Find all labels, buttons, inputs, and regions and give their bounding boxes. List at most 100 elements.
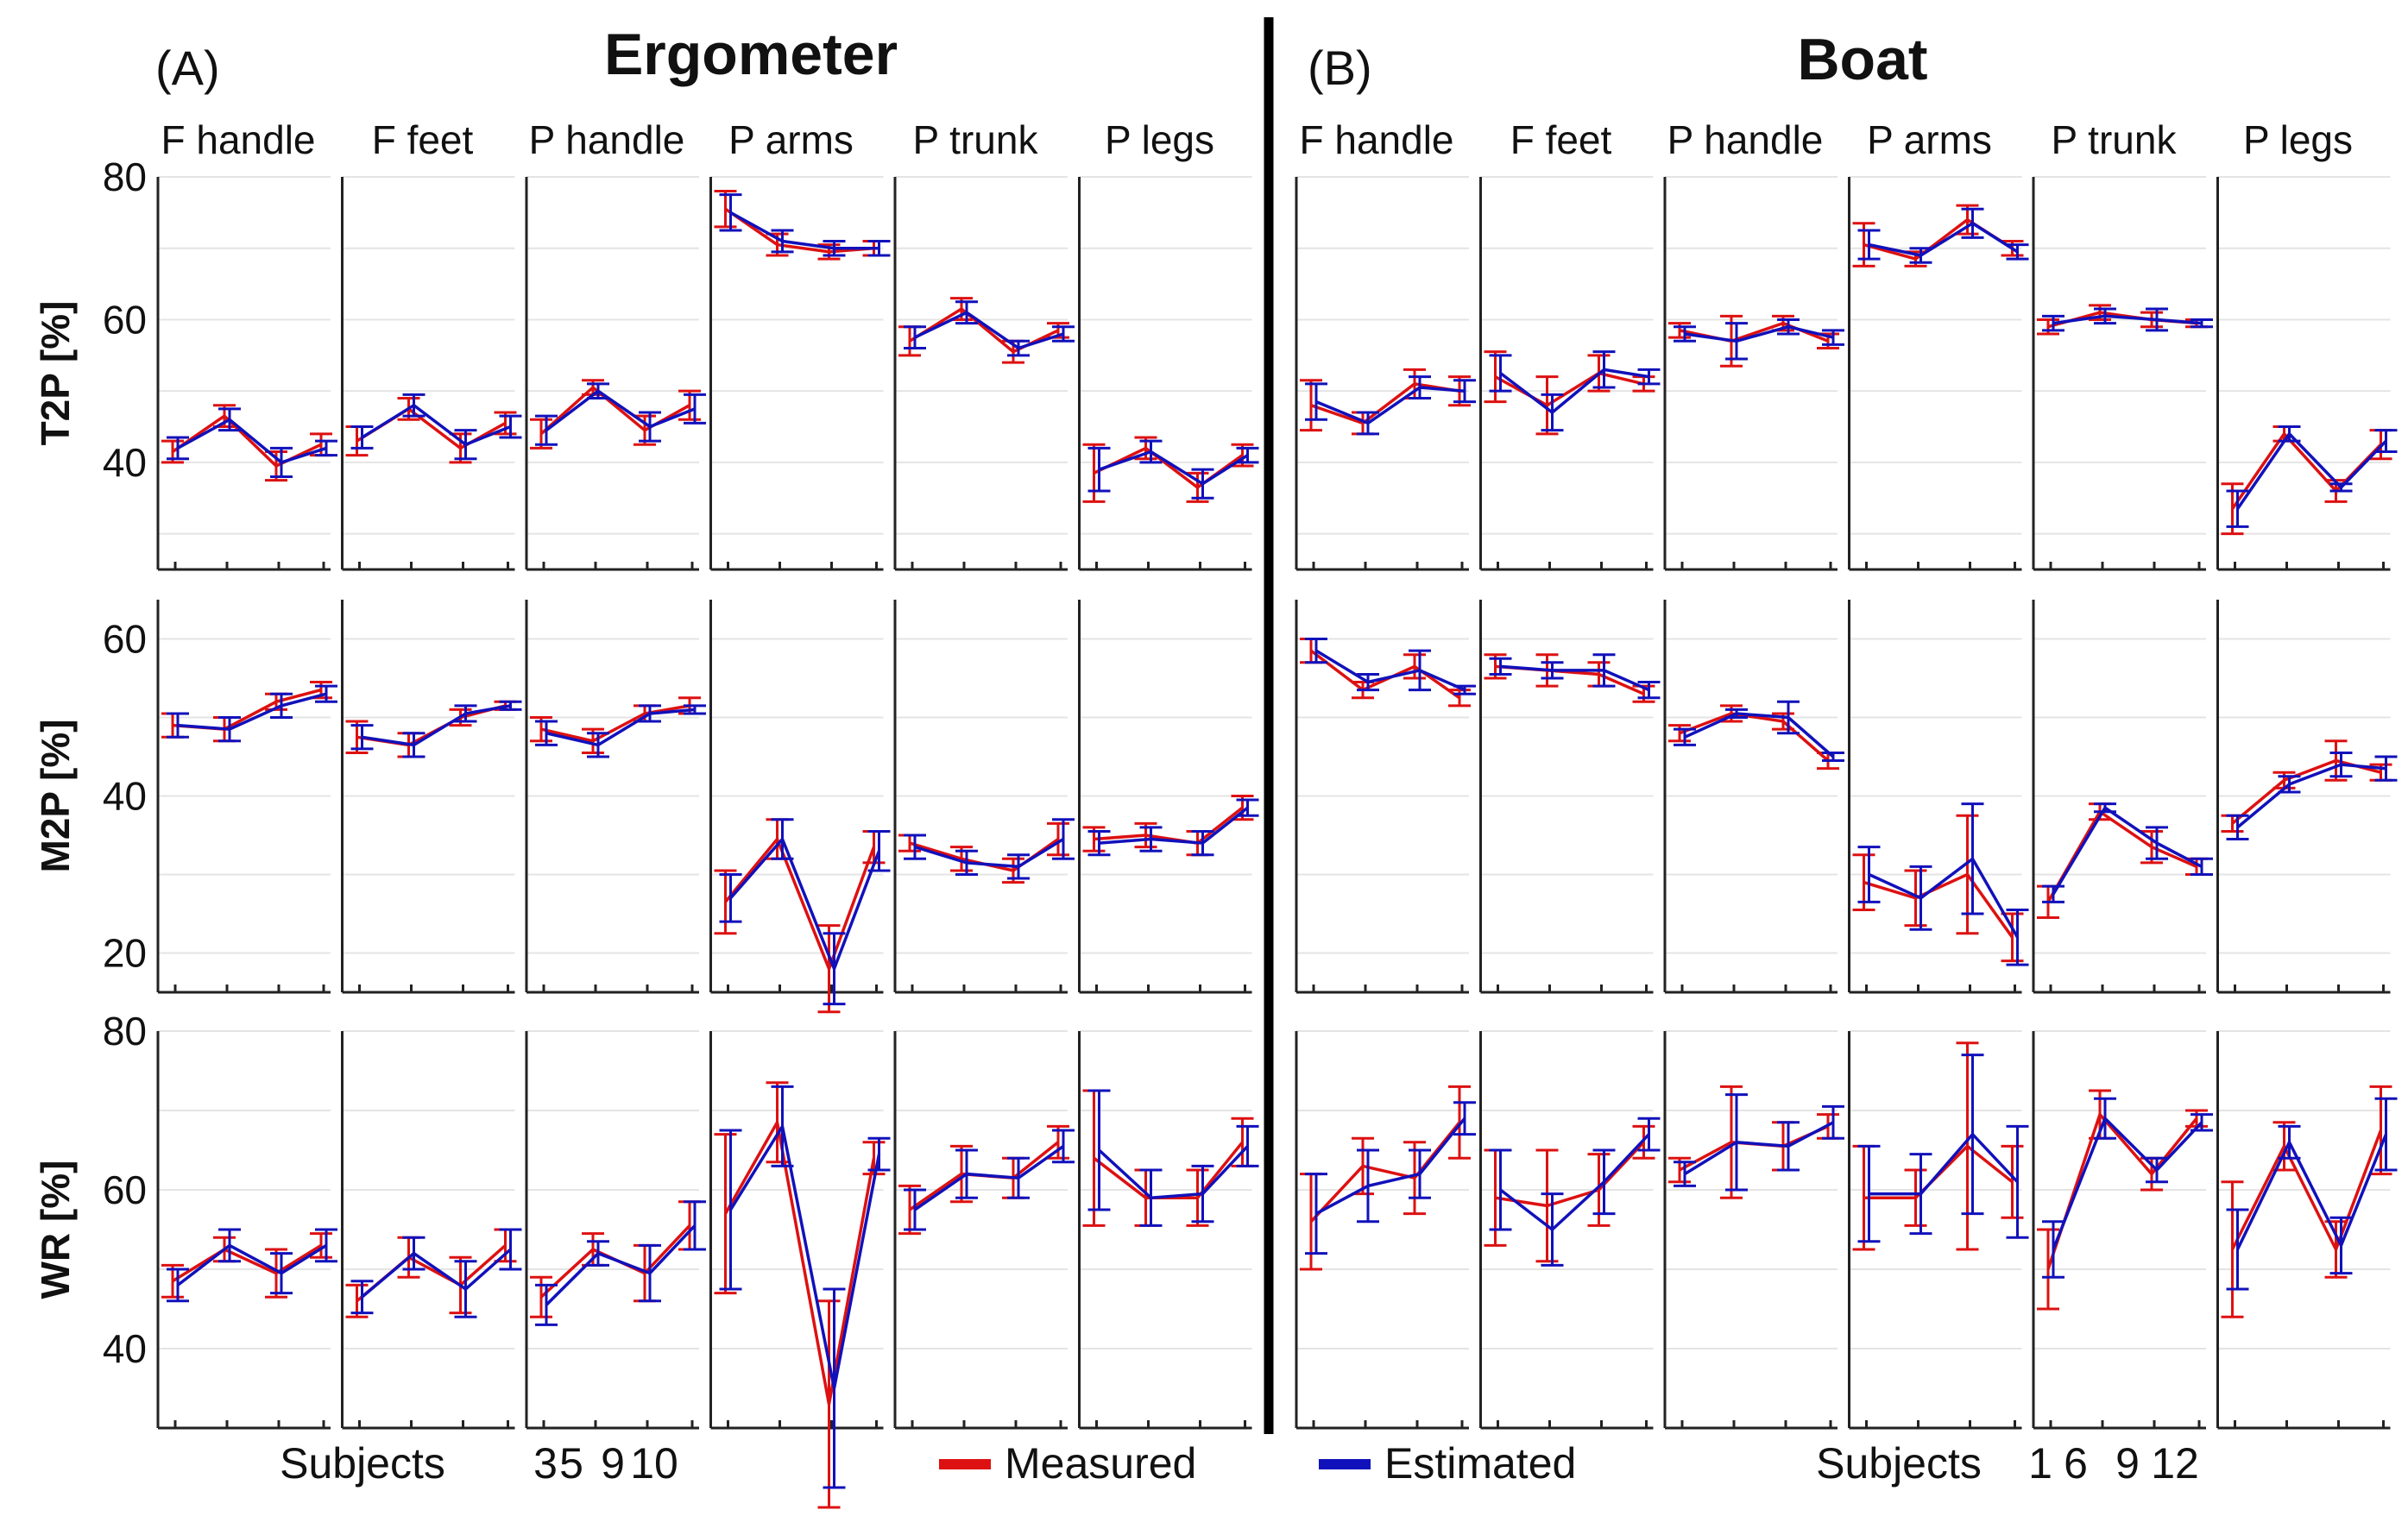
panel (1848, 1030, 2029, 1430)
panel (709, 600, 891, 1014)
panel (1295, 1030, 1476, 1430)
measured-line (1093, 446, 1244, 490)
y-tick-label: 40 (103, 440, 147, 485)
panel (156, 176, 337, 571)
panel (709, 1030, 891, 1509)
panel (2032, 176, 2213, 571)
estimated-line (914, 311, 1064, 350)
estimated-line (914, 1144, 1065, 1211)
panel (1663, 600, 1844, 994)
panel (1078, 1030, 1259, 1430)
measured-line (2046, 1111, 2198, 1270)
measured-line (1494, 371, 1644, 407)
measured-line (1495, 1141, 1645, 1208)
estimated-line (729, 211, 879, 250)
measured-line (172, 413, 322, 469)
estimated-line (1315, 1117, 1466, 1216)
panel (2032, 600, 2213, 994)
panel (1295, 600, 1476, 994)
panel (1479, 1030, 1661, 1430)
estimated-line (545, 1224, 697, 1306)
subject-id: 5 (559, 1439, 583, 1488)
estimated-line (1099, 806, 1249, 845)
estimated-line (1684, 1121, 1834, 1176)
panel (525, 1030, 706, 1430)
section-title-boat: Boat (1797, 27, 1927, 92)
legend-estimated-label: Estimated (1384, 1439, 1576, 1488)
panel (1663, 1030, 1844, 1430)
estimated-line (2235, 1133, 2388, 1250)
subject-id: 3 (533, 1439, 558, 1488)
measured-line (2230, 1129, 2383, 1254)
column-title: F handle (1299, 117, 1453, 162)
subject-id: 12 (2151, 1439, 2199, 1488)
estimated-line (1499, 368, 1649, 415)
y-tick-label: 60 (103, 617, 147, 662)
panel (156, 600, 337, 994)
estimated-line (2236, 431, 2387, 510)
measured-line (909, 306, 1059, 354)
measured-line (724, 207, 874, 254)
estimated-line (729, 1122, 881, 1389)
panel (1479, 600, 1661, 994)
column-title: P legs (2243, 117, 2353, 162)
measured-line (172, 688, 322, 731)
panel-letter-a: (A) (155, 41, 220, 95)
estimated-line (1098, 1145, 1249, 1200)
measured-line (1309, 649, 1461, 700)
panel (341, 600, 522, 994)
y-tick-label: 40 (103, 774, 147, 819)
subject-ids-ergometer: 3 5 9 10 (533, 1439, 678, 1488)
panel (709, 176, 891, 571)
y-tick-label: 40 (103, 1326, 147, 1371)
y-tick-label: 80 (103, 154, 147, 199)
panel (1663, 176, 1844, 571)
estimated-line (2236, 763, 2386, 829)
measured-line (540, 704, 690, 743)
panel (1078, 600, 1259, 994)
y-tick-label: 20 (103, 931, 147, 976)
row-label: WR [%] (33, 1161, 78, 1299)
estimated-line (1098, 450, 1249, 486)
estimated-line (1868, 856, 2020, 939)
measured-line (1094, 806, 1244, 845)
estimated-line (1684, 324, 1834, 343)
measured-line (1863, 217, 2014, 261)
subject-id: 6 (2064, 1439, 2088, 1488)
column-titles: F handle F feet P handle P arms P trunk P leg… (161, 117, 2353, 162)
y-tick-label: 60 (103, 1167, 147, 1212)
estimated-line (1499, 1133, 1650, 1232)
estimated-line (177, 418, 327, 464)
subject-id: 9 (2115, 1439, 2140, 1488)
column-title: P trunk (2052, 117, 2178, 162)
row-label: M2P [%] (33, 719, 78, 872)
y-tick-label: 80 (103, 1009, 147, 1054)
panel (893, 176, 1075, 571)
measured-line (539, 385, 690, 436)
column-title: P trunk (913, 117, 1039, 162)
row-labels: T2P [%] M2P [%] WR [%] (33, 301, 78, 1299)
x-axis-label-boat: Subjects (1816, 1439, 1982, 1488)
measured-line (1863, 872, 2014, 939)
panel (1848, 176, 2029, 571)
estimated-line (2052, 314, 2203, 325)
panels (156, 176, 2398, 1509)
measured-line (1093, 1141, 1244, 1199)
panel (1479, 176, 1661, 571)
column-title: P legs (1105, 117, 1214, 162)
x-axis-label-ergometer: Subjects (280, 1439, 445, 1488)
estimated-line (2052, 1116, 2203, 1250)
panel (1848, 600, 2029, 994)
subject-ids-boat: 1 6 9 12 (2028, 1439, 2199, 1488)
estimated-line (361, 403, 512, 447)
estimated-line (1869, 221, 2019, 257)
y-axis-ticks: 40 60 80 20 40 60 40 60 80 (103, 154, 147, 1371)
estimated-line (914, 838, 1064, 869)
panel (2216, 1030, 2398, 1430)
column-title: P arms (1867, 117, 1992, 162)
panel (525, 176, 706, 571)
subject-id: 10 (630, 1439, 678, 1488)
estimated-line (2052, 805, 2203, 896)
panel (893, 600, 1075, 994)
estimated-line (176, 1243, 327, 1287)
